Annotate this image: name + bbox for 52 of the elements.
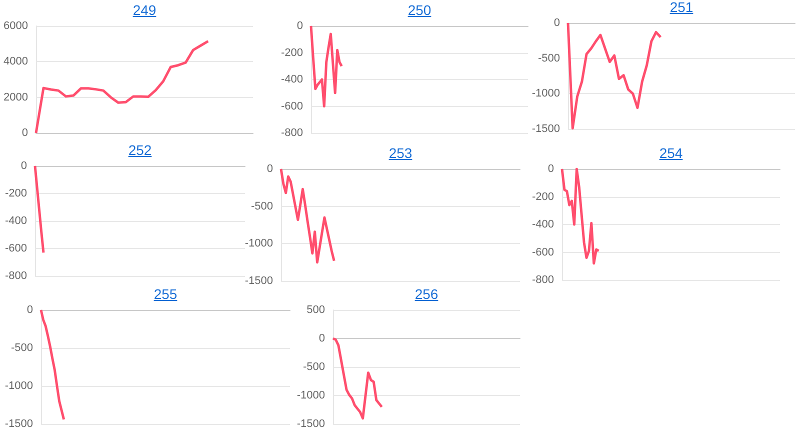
- y-tick-label: 2000: [4, 91, 28, 104]
- y-tick-label: -800: [4, 270, 27, 282]
- y-tick-label: -200: [280, 46, 303, 59]
- y-tick-label: -400: [4, 215, 27, 227]
- y-tick-label: 0: [296, 20, 303, 32]
- y-tick-label: -1000: [244, 238, 273, 250]
- y-tick-label: 0: [554, 17, 560, 29]
- y-tick-label: -600: [4, 242, 27, 254]
- y-tick-label: -600: [280, 100, 303, 112]
- chart-title: 251: [668, 0, 694, 17]
- y-tick-label: -500: [302, 361, 325, 373]
- y-tick-label: -200: [532, 190, 554, 203]
- chart-title: 249: [132, 1, 158, 20]
- y-tick-label: -800: [532, 274, 554, 286]
- y-tick-label: -1500: [532, 123, 560, 135]
- y-tick-label: -600: [532, 246, 554, 258]
- y-tick-label: 500: [306, 304, 325, 316]
- y-tick-label: -500: [250, 200, 273, 212]
- chart-title: 255: [154, 286, 178, 302]
- chart-title: 256: [414, 285, 440, 304]
- y-tick-label: 0: [266, 163, 273, 175]
- line-series: [34, 40, 210, 134]
- line-series: [566, 22, 662, 130]
- y-tick-label: -400: [532, 218, 554, 230]
- chart-title: 254: [658, 144, 684, 163]
- line-series: [560, 168, 600, 265]
- y-tick-label: -1000: [4, 380, 33, 392]
- y-tick-label: -1000: [296, 390, 325, 402]
- y-tick-label: -500: [538, 52, 560, 64]
- y-tick-label: -400: [280, 74, 303, 86]
- line-series: [40, 308, 66, 421]
- y-tick-label: -1500: [296, 418, 325, 430]
- y-tick-label: 0: [26, 304, 33, 316]
- y-tick-label: -1000: [532, 88, 560, 100]
- y-tick-label: -800: [280, 127, 303, 139]
- y-tick-label: 6000: [4, 20, 28, 32]
- y-tick-label: 4000: [4, 56, 28, 68]
- y-tick-label: 0: [318, 332, 325, 344]
- line-series: [34, 164, 45, 254]
- line-series: [280, 168, 336, 264]
- chart-title: 252: [127, 141, 153, 160]
- y-tick-label: -1500: [244, 275, 273, 287]
- y-tick-label: 0: [20, 160, 27, 172]
- y-tick-label: 0: [548, 163, 554, 175]
- y-tick-label: -200: [4, 188, 27, 200]
- y-tick-label: -1500: [4, 418, 33, 430]
- y-tick-label: 0: [22, 127, 28, 139]
- y-tick-label: -500: [10, 342, 33, 354]
- line-series: [310, 24, 343, 108]
- chart-title: 253: [388, 144, 414, 163]
- line-series: [332, 337, 384, 420]
- chart-title: 250: [406, 1, 432, 20]
